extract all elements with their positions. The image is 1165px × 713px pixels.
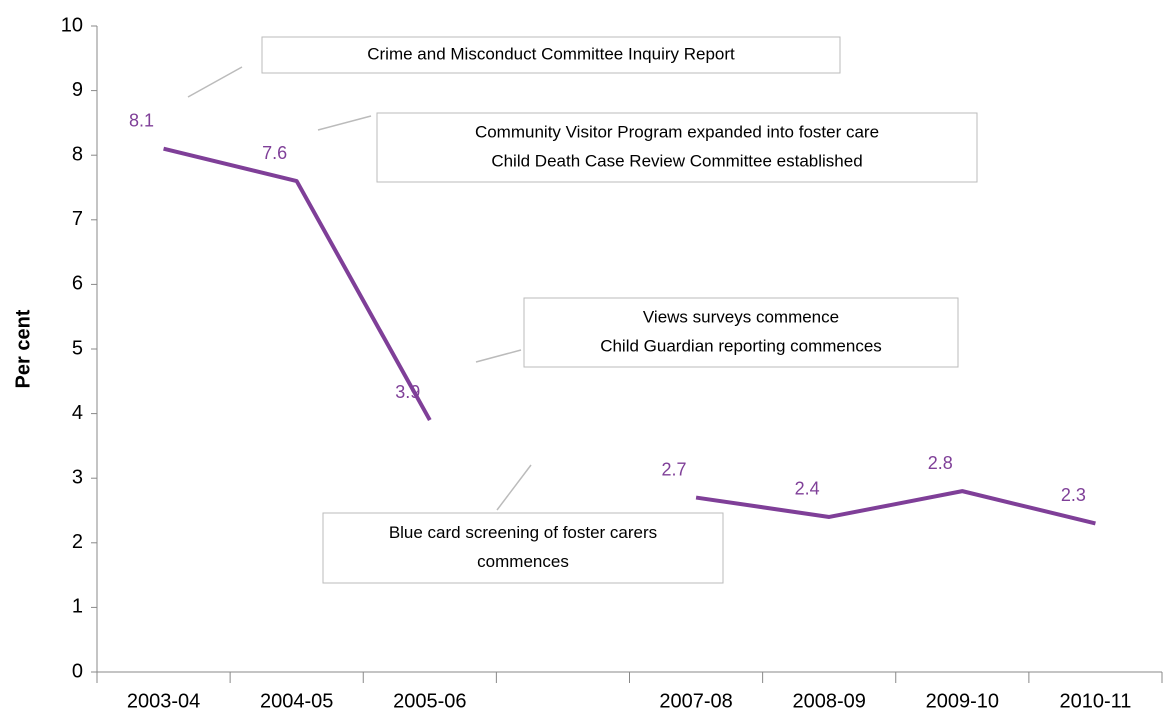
data-label: 7.6 (262, 143, 287, 163)
annotation-text: Child Guardian reporting commences (600, 336, 882, 355)
annotation-box (261, 36, 841, 74)
leader-line (475, 349, 522, 363)
x-tick-label: 2003-04 (127, 690, 200, 712)
data-label: 2.7 (662, 459, 687, 479)
y-tick-label: 9 (72, 79, 83, 101)
y-tick-label: 8 (72, 143, 83, 165)
annotation-text: Views surveys commence (643, 307, 839, 326)
annotation-text: Community Visitor Program expanded into … (475, 122, 879, 141)
leader-line (187, 66, 243, 98)
x-tick-label: 2010-11 (1059, 690, 1131, 712)
y-tick-label: 3 (72, 466, 83, 488)
y-tick-label: 5 (72, 337, 83, 359)
y-tick-label: 4 (72, 402, 83, 424)
x-tick-label: 2004-05 (260, 690, 333, 712)
y-tick-label: 6 (72, 273, 83, 295)
y-tick-label: 1 (72, 596, 83, 618)
x-tick-label: 2005-06 (393, 690, 466, 712)
annotation-box (322, 512, 724, 584)
annotation-text: Child Death Case Review Committee establ… (491, 151, 862, 170)
x-tick-label: 2009-10 (926, 690, 999, 712)
annotation-text: Blue card screening of foster carers (389, 523, 657, 542)
y-tick-label: 7 (72, 208, 83, 230)
y-tick-label: 2 (72, 531, 83, 553)
annotation-text: commences (477, 552, 569, 571)
data-label: 8.1 (129, 110, 154, 130)
data-label: 2.3 (1061, 485, 1086, 505)
x-tick-label: 2007-08 (659, 690, 732, 712)
annotation-text: Crime and Misconduct Committee Inquiry R… (367, 44, 735, 63)
y-tick-label: 10 (61, 14, 83, 36)
x-tick-label: 2008-09 (792, 690, 865, 712)
y-axis-label: Per cent (12, 309, 34, 388)
data-label: 2.8 (928, 453, 953, 473)
annotation-box (523, 297, 959, 368)
data-label: 3.9 (395, 382, 420, 402)
y-tick-label: 0 (72, 660, 83, 682)
leader-line (317, 115, 372, 131)
leader-lines (187, 66, 532, 511)
leader-line (496, 464, 532, 511)
line (163, 146, 1096, 526)
data-label: 2.4 (795, 479, 820, 499)
annotation-box (376, 112, 978, 183)
